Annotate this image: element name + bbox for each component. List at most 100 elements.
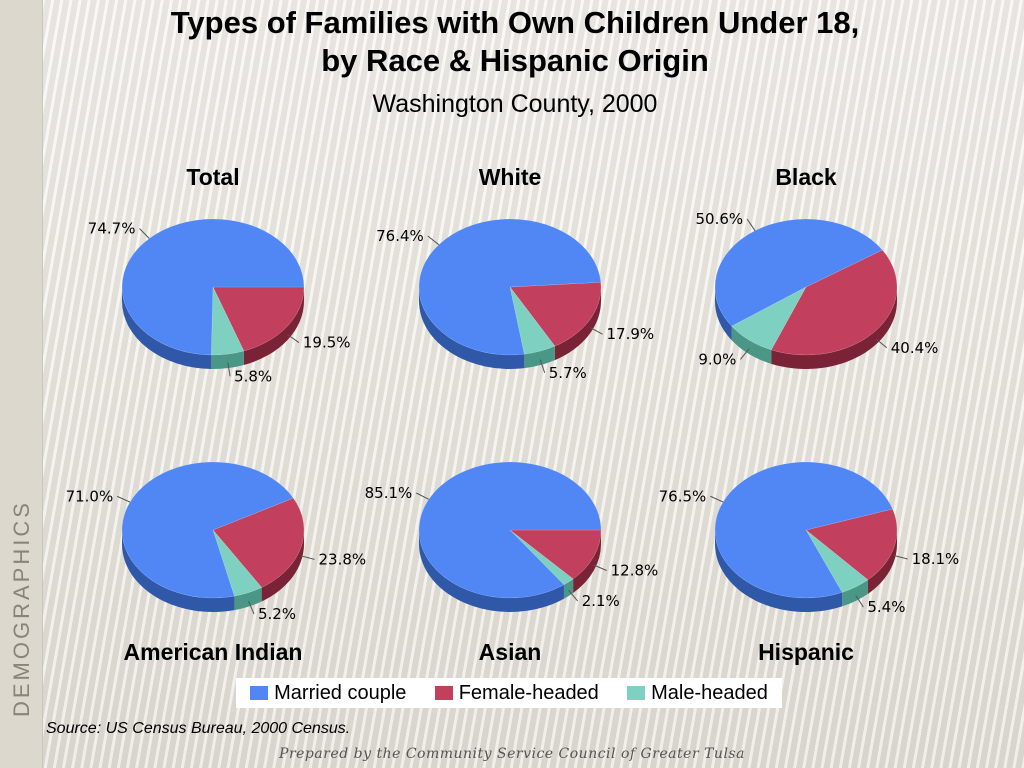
data-label-married: 76.4%: [376, 227, 424, 245]
leader-line: [875, 338, 888, 349]
source-note: Source: US Census Bureau, 2000 Census.: [46, 720, 351, 737]
chart-title: Types of Families with Own Children Unde…: [80, 4, 950, 80]
leader-line: [416, 492, 430, 500]
leader-line: [855, 595, 864, 608]
slide-background: [42, 0, 1024, 768]
legend-label-male: Male-headed: [651, 681, 768, 704]
legend-swatch-married: [250, 686, 269, 700]
pie-slice-male: [509, 529, 574, 586]
pie-slice-married: [121, 218, 305, 356]
pie-slice-female: [509, 281, 602, 347]
pie-slice-female: [212, 497, 305, 588]
data-label-married: 76.5%: [659, 487, 707, 505]
pie-slice-female: [509, 529, 602, 580]
pie-slice-male: [731, 286, 807, 351]
chart-subtitle: Washington County, 2000: [372, 90, 658, 118]
pie-side-female: [261, 530, 304, 602]
pie-slice-male: [212, 529, 263, 597]
leader-line: [589, 327, 603, 335]
leader-line: [710, 495, 724, 503]
data-label-married: 85.1%: [365, 484, 413, 502]
pie-side-male: [563, 578, 574, 599]
pie-white: 17.9% 5.7% 76.4% White: [376, 164, 654, 382]
pie-side-male: [731, 326, 772, 364]
pie-slice-male: [211, 286, 245, 356]
pie-slice-female: [805, 508, 898, 581]
leader-line: [227, 362, 231, 377]
leader-line: [248, 600, 255, 615]
pie-side-male: [211, 350, 244, 369]
side-band: [0, 0, 43, 768]
pie-title: Black: [775, 164, 837, 190]
pie-slice-female: [770, 249, 898, 356]
leader-line: [427, 235, 440, 246]
leader-line: [139, 228, 150, 239]
pie-hispanic: 18.1% 5.4% 76.5% Hispanic: [659, 461, 960, 665]
pie-side-married: [715, 530, 843, 612]
pie-side-married: [122, 287, 212, 369]
pie-total: 19.5% 5.8% 74.7% Total: [88, 164, 351, 385]
data-label-female: 18.1%: [912, 550, 960, 568]
prepared-by: Prepared by the Community Service Counci…: [279, 746, 745, 762]
pie-black: 40.4% 9.0% 50.6% Black: [696, 164, 939, 369]
leader-line: [593, 564, 607, 571]
pie-side-female: [771, 287, 897, 369]
data-label-female: 40.4%: [891, 339, 939, 357]
pie-slice-married: [714, 218, 883, 327]
legend-swatch-female: [434, 686, 453, 700]
data-label-male: 9.0%: [698, 350, 736, 368]
pie-title: White: [479, 164, 542, 190]
leader-line: [893, 555, 908, 560]
pie-side-female: [243, 287, 304, 365]
leader-line: [300, 555, 315, 560]
pie-side-male: [842, 579, 868, 607]
pie-slice-married: [418, 218, 602, 356]
pie-side-male: [234, 587, 262, 611]
pie-slice-female: [212, 286, 305, 352]
chart-title-line2: by Race & Hispanic Origin: [321, 43, 709, 78]
pie-side-female: [573, 530, 601, 593]
legend-swatch-male: [627, 686, 646, 700]
data-label-male: 5.8%: [234, 367, 272, 385]
pie-title: Total: [186, 164, 239, 190]
pie-slice-male: [805, 529, 869, 593]
leader-line: [117, 495, 131, 503]
legend-label-married: Married couple: [274, 681, 407, 704]
data-label-married: 71.0%: [66, 487, 114, 505]
pie-side-married: [122, 530, 235, 612]
legend-item-female: Female-headed: [434, 681, 599, 705]
leader-line: [287, 334, 300, 343]
pie-title: Hispanic: [758, 639, 854, 665]
pie-american-indian: 23.8% 5.2% 71.0% American Indian: [66, 461, 366, 665]
leader-line: [746, 218, 756, 231]
pie-title: American Indian: [124, 639, 303, 665]
chart-title-line1: Types of Families with Own Children Unde…: [170, 5, 860, 40]
data-label-male: 2.1%: [582, 592, 620, 610]
pie-side-female: [554, 287, 601, 361]
leader-line: [539, 359, 546, 373]
leader-line: [568, 590, 579, 602]
pie-side-married: [418, 287, 525, 370]
pie-slice-male: [509, 286, 556, 355]
pie-side-married: [419, 530, 564, 612]
data-label-female: 12.8%: [611, 561, 659, 579]
data-label-female: 19.5%: [303, 334, 351, 352]
legend: Married couple Female-headed Male-headed: [236, 678, 782, 708]
pie-asian: 12.8% 2.1% 85.1% Asian: [365, 461, 659, 665]
pie-slice-married: [418, 461, 602, 599]
data-label-married: 50.6%: [696, 210, 744, 228]
data-label-female: 17.9%: [607, 325, 655, 343]
data-label-female: 23.8%: [318, 550, 366, 568]
data-label-male: 5.2%: [258, 605, 296, 623]
leader-line: [740, 348, 750, 360]
legend-item-male: Male-headed: [627, 682, 768, 705]
legend-label-female: Female-headed: [458, 681, 599, 704]
data-label-male: 5.7%: [549, 364, 587, 382]
pie-title: Asian: [479, 639, 542, 665]
data-label-male: 5.4%: [867, 598, 905, 616]
legend-item-married: Married couple: [250, 682, 406, 705]
pie-side-married: [714, 287, 732, 341]
pie-side-female: [867, 530, 897, 594]
pie-side-male: [524, 346, 555, 369]
